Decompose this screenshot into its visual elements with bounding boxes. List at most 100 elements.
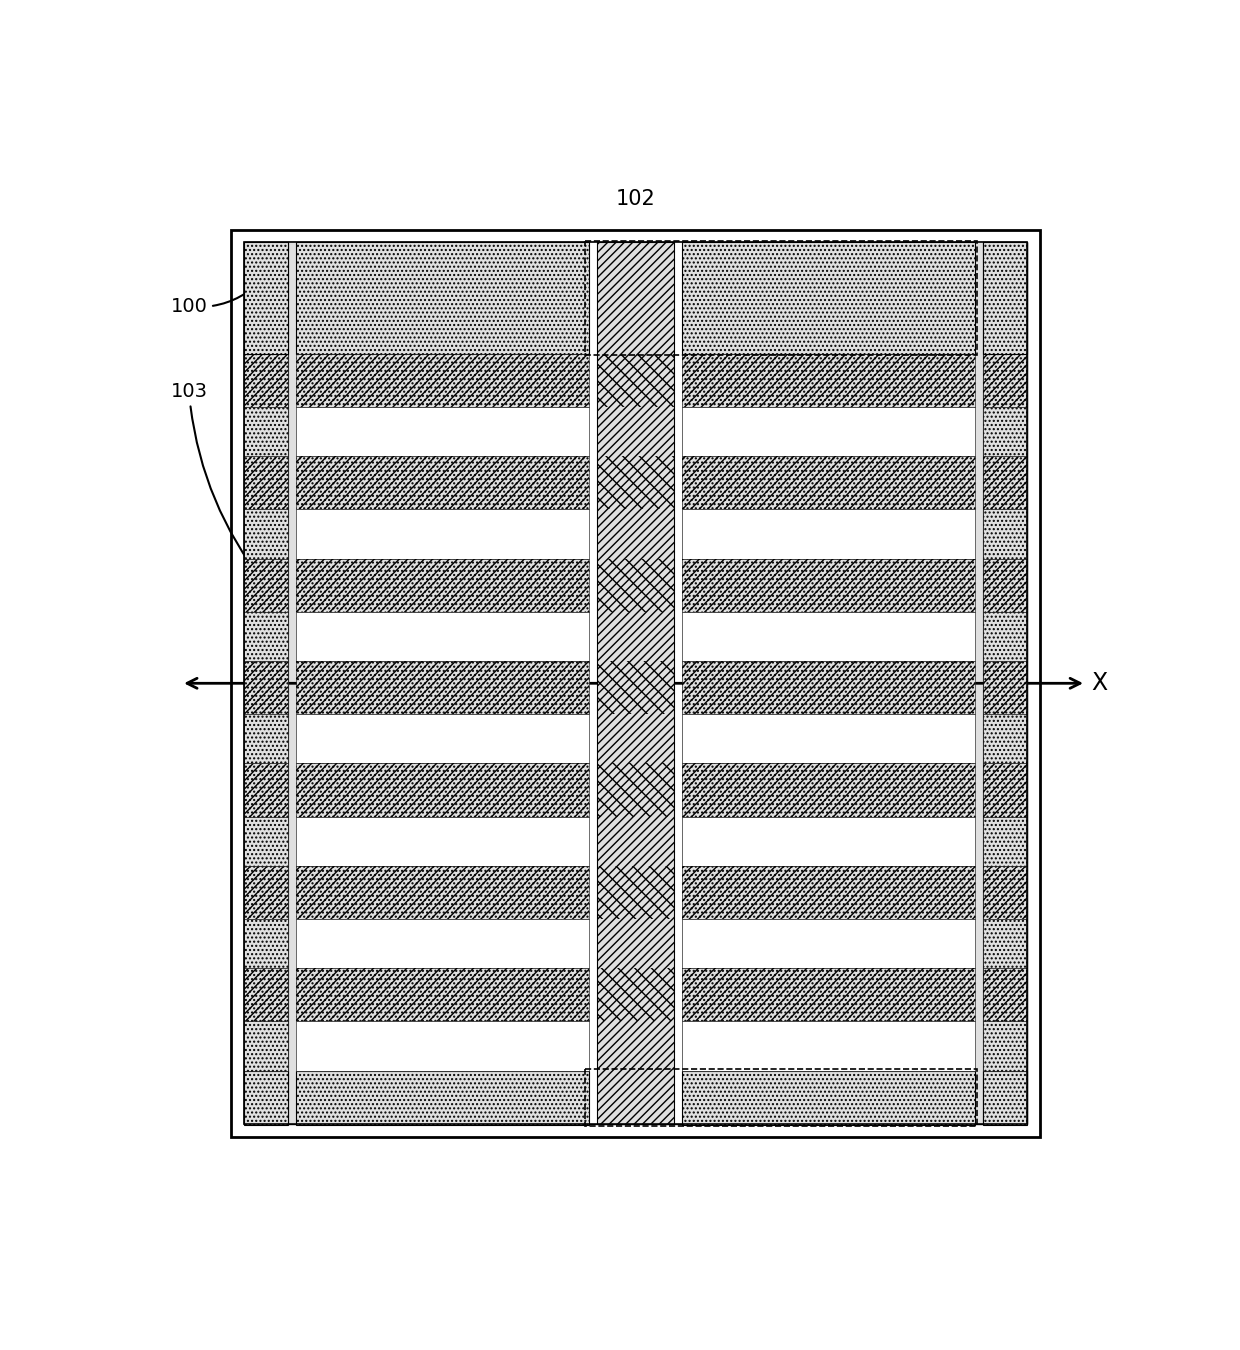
- Bar: [682, 865, 975, 919]
- Bar: [243, 1071, 288, 1125]
- Bar: [682, 714, 975, 763]
- Bar: [296, 714, 589, 763]
- Bar: [983, 662, 1028, 714]
- Bar: [983, 662, 1028, 714]
- Bar: [296, 763, 589, 817]
- Bar: [983, 406, 1028, 456]
- Bar: [983, 968, 1028, 1022]
- Bar: [296, 354, 589, 406]
- Bar: [983, 968, 1028, 1022]
- Bar: [296, 763, 589, 817]
- Bar: [243, 242, 288, 354]
- Bar: [296, 1071, 589, 1125]
- Bar: [243, 968, 288, 1022]
- Bar: [243, 919, 288, 968]
- Bar: [682, 662, 975, 714]
- Bar: [983, 559, 1028, 612]
- Bar: [243, 456, 288, 509]
- Bar: [983, 919, 1028, 968]
- Bar: [243, 612, 288, 662]
- Bar: [243, 865, 288, 919]
- Bar: [682, 763, 975, 817]
- Bar: [983, 1071, 1028, 1125]
- Bar: [596, 865, 675, 919]
- Bar: [983, 865, 1028, 919]
- Bar: [231, 230, 1040, 1137]
- Bar: [296, 968, 589, 1022]
- Bar: [983, 456, 1028, 509]
- Bar: [682, 456, 975, 509]
- Bar: [596, 354, 675, 406]
- Bar: [243, 242, 288, 1125]
- Text: X: X: [1091, 671, 1107, 695]
- Bar: [296, 354, 589, 406]
- Bar: [296, 865, 589, 919]
- Bar: [243, 509, 288, 559]
- Bar: [296, 242, 589, 354]
- Bar: [243, 1022, 288, 1071]
- Bar: [296, 509, 589, 559]
- Bar: [682, 763, 975, 817]
- Text: 101: 101: [325, 254, 397, 290]
- Bar: [243, 354, 288, 406]
- Bar: [243, 242, 1028, 1125]
- Bar: [983, 559, 1028, 612]
- Bar: [983, 763, 1028, 817]
- Text: 103: 103: [170, 382, 264, 583]
- Bar: [682, 612, 975, 662]
- Bar: [983, 242, 1028, 1125]
- Bar: [243, 354, 288, 406]
- Bar: [243, 865, 288, 919]
- Bar: [296, 456, 589, 509]
- Bar: [243, 406, 288, 456]
- Bar: [296, 456, 589, 509]
- Bar: [243, 714, 288, 763]
- Bar: [589, 242, 596, 1125]
- Bar: [296, 1022, 589, 1071]
- Bar: [682, 1071, 975, 1125]
- Bar: [682, 1022, 975, 1071]
- Bar: [596, 763, 675, 817]
- Bar: [243, 968, 288, 1022]
- Bar: [296, 968, 589, 1022]
- Bar: [596, 559, 675, 612]
- Bar: [596, 456, 675, 509]
- Bar: [682, 456, 975, 509]
- Bar: [682, 817, 975, 865]
- Bar: [682, 354, 975, 406]
- Bar: [596, 662, 675, 714]
- Bar: [243, 662, 288, 714]
- Bar: [675, 242, 682, 1125]
- Bar: [983, 612, 1028, 662]
- Bar: [243, 242, 1028, 1125]
- Bar: [596, 242, 675, 1125]
- Bar: [296, 559, 589, 612]
- Bar: [296, 406, 589, 456]
- Bar: [983, 1022, 1028, 1071]
- Bar: [983, 242, 1028, 354]
- Bar: [682, 968, 975, 1022]
- Bar: [296, 817, 589, 865]
- Bar: [983, 354, 1028, 406]
- Bar: [983, 714, 1028, 763]
- Bar: [243, 456, 288, 509]
- Bar: [243, 242, 1028, 1125]
- Bar: [983, 763, 1028, 817]
- Bar: [243, 559, 288, 612]
- Bar: [983, 509, 1028, 559]
- Bar: [682, 509, 975, 559]
- Bar: [296, 612, 589, 662]
- Bar: [243, 817, 288, 865]
- Bar: [682, 865, 975, 919]
- Bar: [682, 919, 975, 968]
- Bar: [585, 1069, 977, 1126]
- Bar: [243, 763, 288, 817]
- Bar: [296, 865, 589, 919]
- Bar: [682, 559, 975, 612]
- Bar: [682, 968, 975, 1022]
- Bar: [296, 662, 589, 714]
- Bar: [682, 559, 975, 612]
- Bar: [983, 865, 1028, 919]
- Bar: [585, 240, 977, 355]
- Bar: [682, 242, 975, 354]
